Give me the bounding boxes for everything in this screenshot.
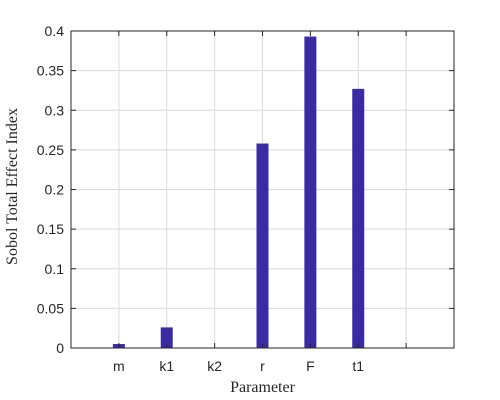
bar-r [256, 143, 269, 348]
y-tick-label: 0.05 [37, 300, 64, 316]
y-tick-label: 0.15 [37, 221, 64, 237]
x-tick-label-k2: k2 [207, 358, 222, 374]
y-tick-label: 0 [56, 340, 64, 356]
x-tick-label-r: r [260, 358, 265, 374]
y-tick-label: 0.3 [45, 102, 65, 118]
x-tick-label-F: F [306, 358, 315, 374]
bar-t1 [352, 88, 365, 348]
y-tick-label: 0.35 [37, 63, 64, 79]
ticks [70, 30, 455, 349]
bar-k1 [160, 327, 173, 348]
y-tick-label: 0.2 [45, 182, 65, 198]
y-tick-label: 0.25 [37, 142, 64, 158]
bars [112, 36, 365, 349]
x-tick-label-t1: t1 [352, 358, 364, 374]
x-axis-label: Parameter [230, 379, 296, 396]
x-tick-label-m: m [113, 358, 125, 374]
y-tick-label: 0.1 [45, 261, 65, 277]
x-tick-label-k1: k1 [159, 358, 174, 374]
y-axis-label: Sobol Total Effect Index [4, 108, 21, 265]
bar-F [304, 36, 317, 349]
y-tick-label: 0.4 [45, 23, 65, 39]
